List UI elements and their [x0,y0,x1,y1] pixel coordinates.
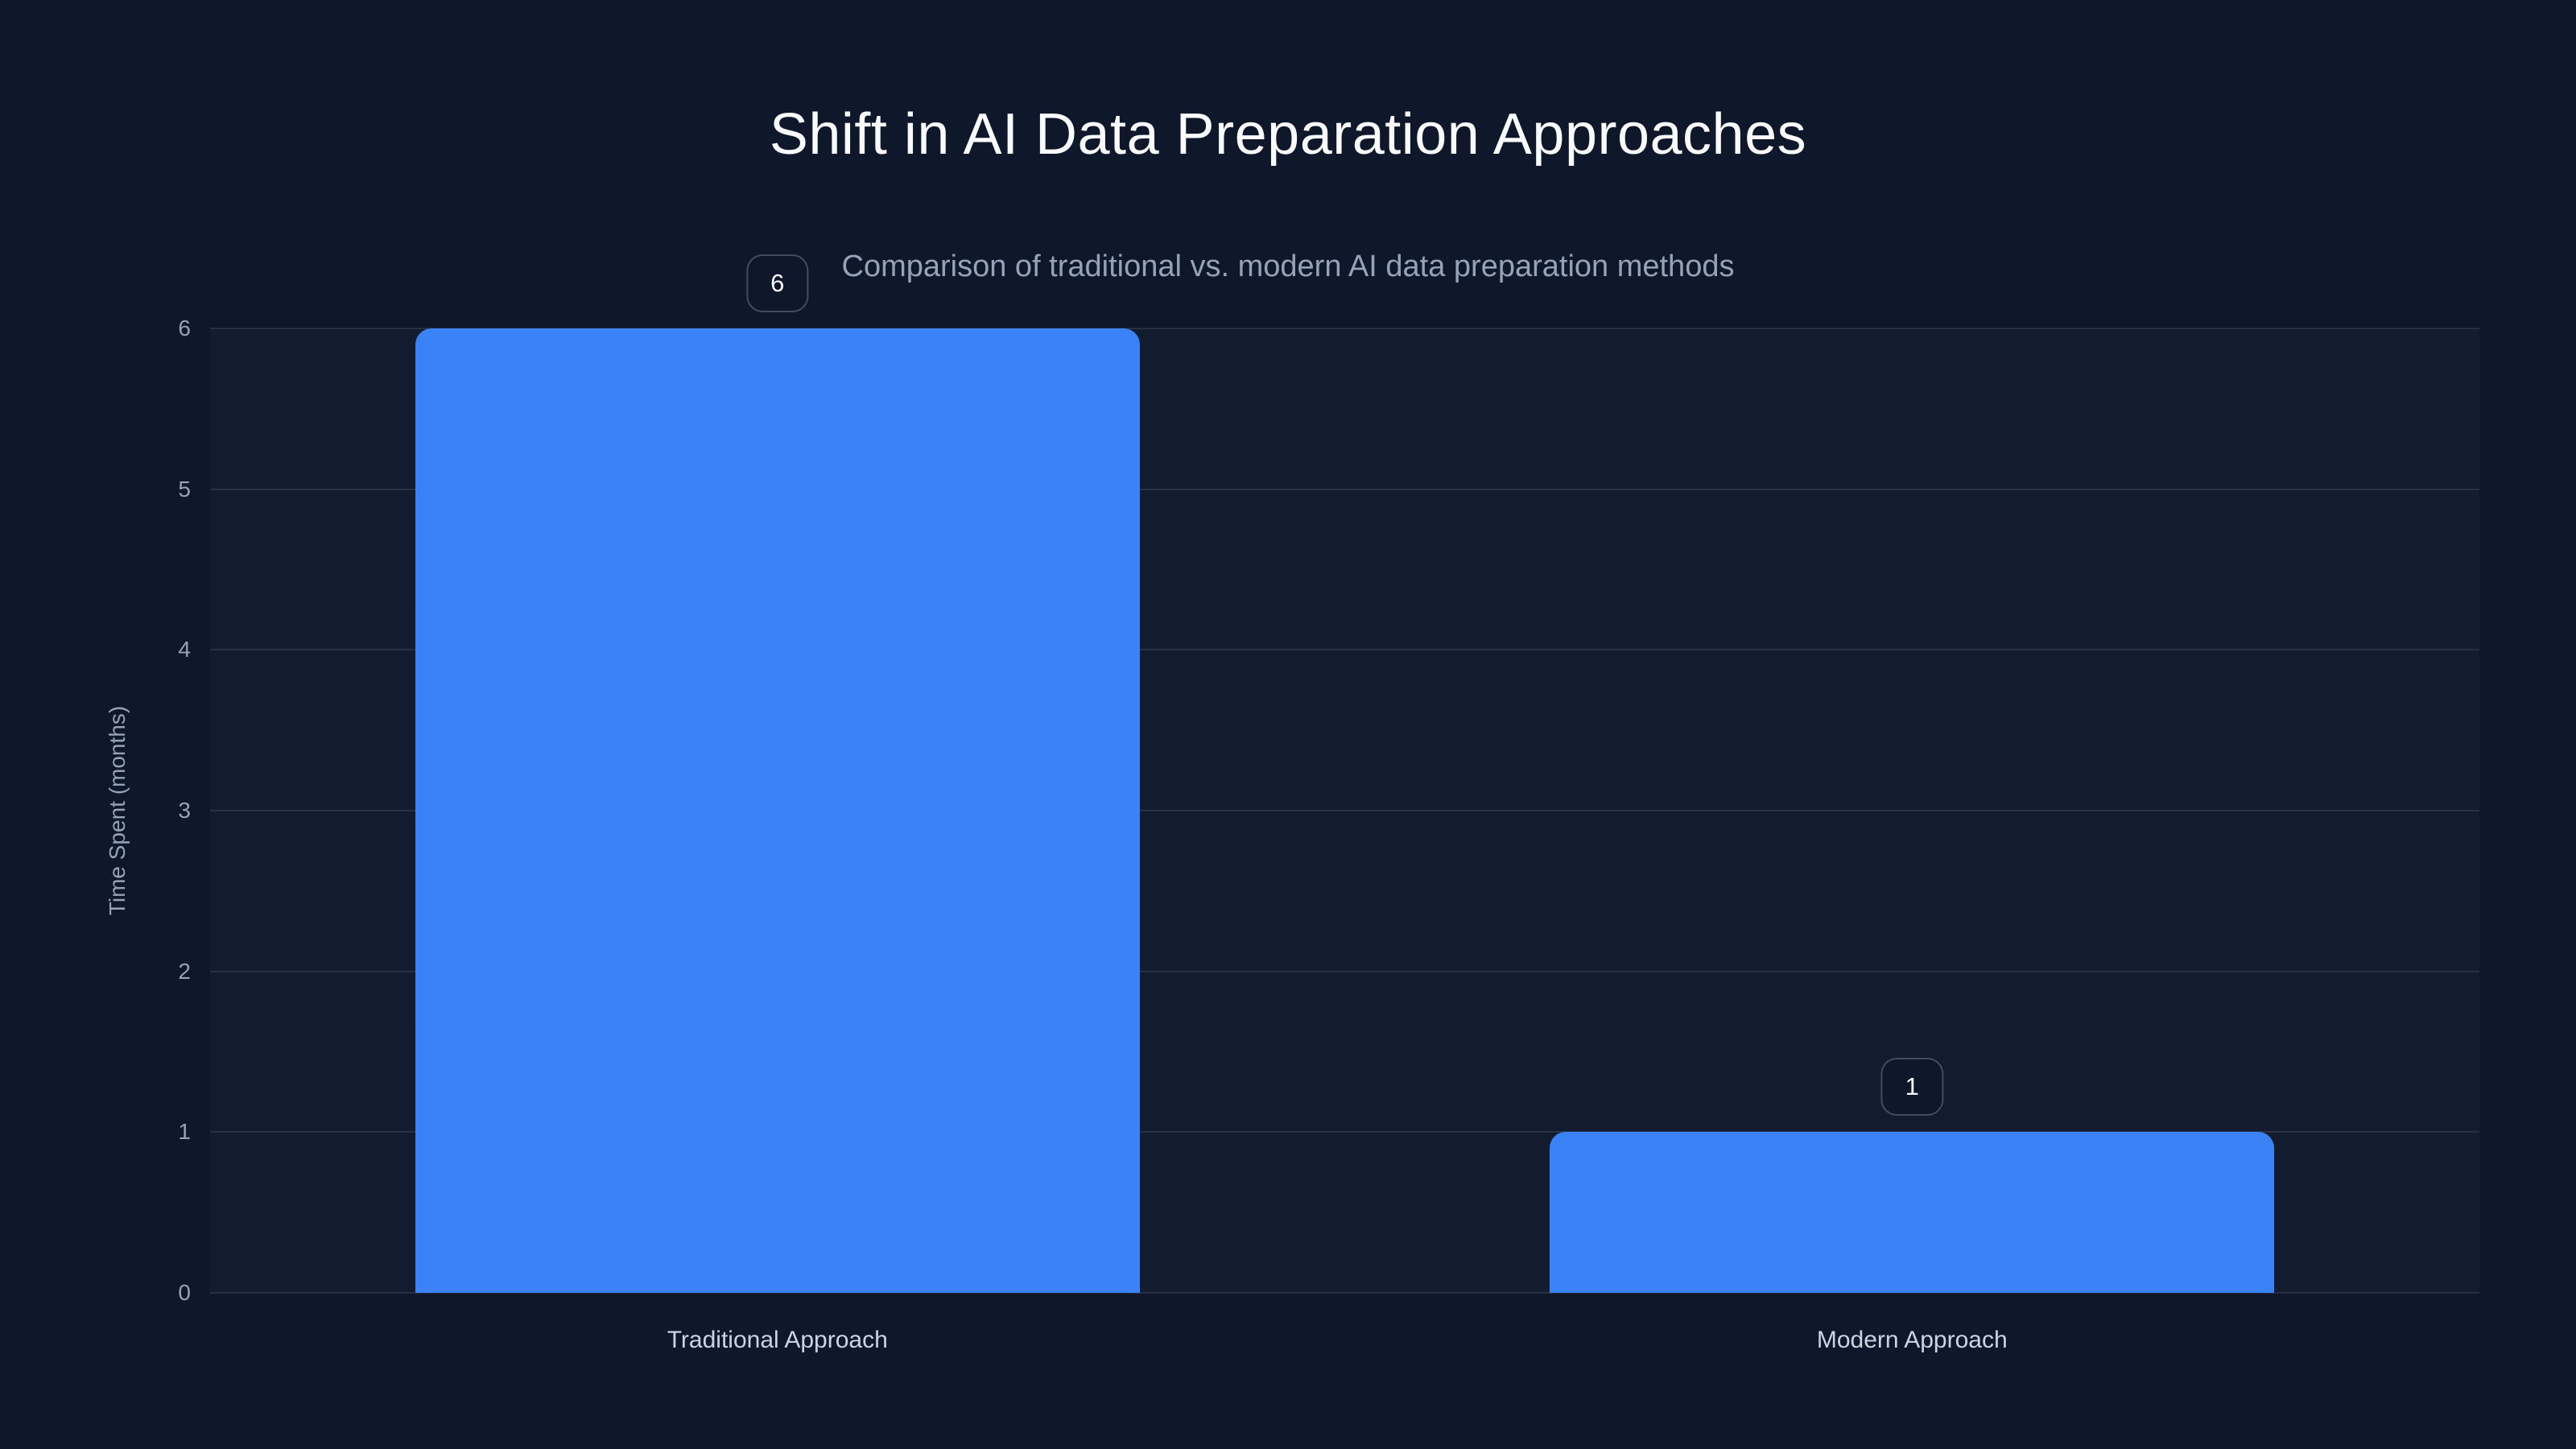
x-axis-label-modern-approach: Modern Approach [1816,1327,2008,1353]
y-tick-label-5: 5 [178,476,191,502]
y-tick-label-4: 4 [178,637,191,663]
bar-modern-approach[interactable] [1550,1132,2275,1293]
x-axis-label-traditional-approach: Traditional Approach [667,1327,888,1353]
chart-subtitle: Comparison of traditional vs. modern AI … [841,250,1735,283]
gridline-y-0 [210,1292,2479,1294]
chart-title: Shift in AI Data Preparation Approaches [769,102,1807,167]
y-tick-label-3: 3 [178,798,191,823]
gridline-y-5 [210,488,2479,490]
gridline-y-2 [210,970,2479,972]
y-tick-label-1: 1 [178,1119,191,1145]
gridline-y-6 [210,328,2479,329]
value-badge-modern-approach: 1 [1880,1058,1943,1117]
y-tick-label-0: 0 [178,1280,191,1305]
y-tick-label-2: 2 [178,958,191,984]
gridline-y-3 [210,810,2479,811]
gridline-y-1 [210,1131,2479,1133]
bar-traditional-approach[interactable] [415,328,1140,1293]
y-tick-label-6: 6 [178,316,191,341]
value-badge-traditional-approach: 6 [746,254,809,312]
gridline-y-4 [210,649,2479,651]
